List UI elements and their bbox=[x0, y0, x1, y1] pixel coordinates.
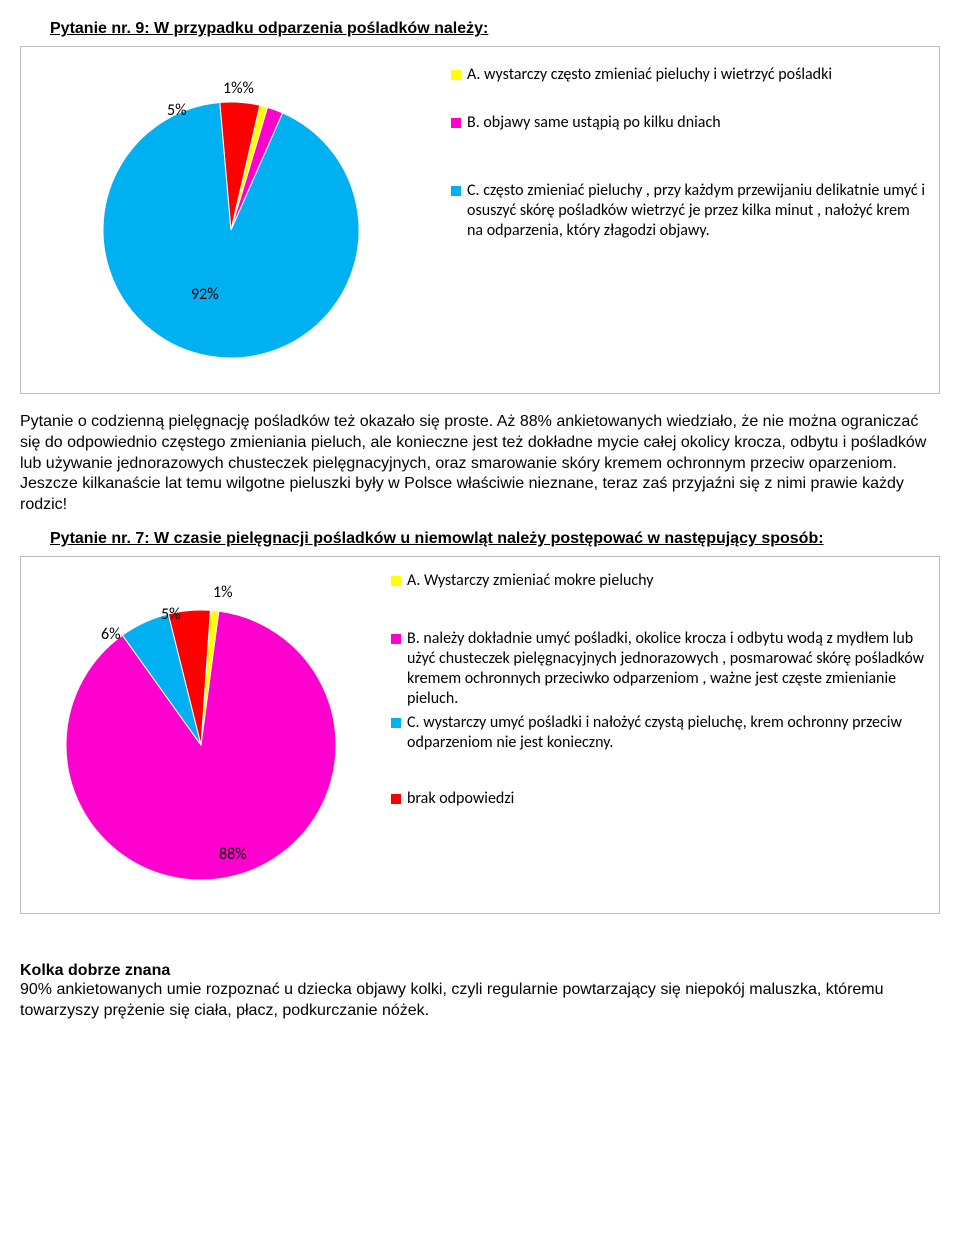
legend-swatch bbox=[391, 634, 401, 644]
pie-label: 88% bbox=[219, 845, 247, 864]
q9-chart-area: 1%% 5% 92% bbox=[31, 55, 431, 385]
q7-chart-box: 1% 5% 6% 88% A. Wystarczy zmieniać mokre pi… bbox=[20, 556, 940, 914]
legend-swatch bbox=[391, 794, 401, 804]
legend-item: C. wystarczy umyć pośladki i nałożyć czy… bbox=[391, 713, 929, 753]
kolka-text: 90% ankietowanych umie rozpoznać u dziec… bbox=[20, 981, 884, 1019]
paragraph-1: Pytanie o codzienną pielęgnację pośladkó… bbox=[20, 412, 940, 516]
pie-label: 1% bbox=[213, 583, 233, 602]
legend-item: B. objawy same ustąpią po kilku dniach bbox=[451, 113, 929, 133]
legend-swatch bbox=[451, 70, 461, 80]
legend-text: A. wystarczy często zmieniać pieluchy i … bbox=[467, 65, 929, 85]
q7-legend: A. Wystarczy zmieniać mokre pieluchy B. … bbox=[371, 565, 929, 809]
legend-text: B. należy dokładnie umyć pośladki, okoli… bbox=[407, 629, 929, 709]
legend-item: A. Wystarczy zmieniać mokre pieluchy bbox=[391, 571, 929, 591]
legend-item: C. często zmieniać pieluchy , przy każdy… bbox=[451, 181, 929, 241]
legend-item: B. należy dokładnie umyć pośladki, okoli… bbox=[391, 629, 929, 709]
legend-item: A. wystarczy często zmieniać pieluchy i … bbox=[451, 65, 929, 85]
q9-title: Pytanie nr. 9: W przypadku odparzenia po… bbox=[50, 20, 940, 38]
legend-swatch bbox=[451, 186, 461, 196]
pie-label: 6% bbox=[101, 625, 121, 644]
pie-label: 5% bbox=[167, 101, 187, 120]
q9-chart-box: 1%% 5% 92% A. wystarczy często zmieniać pi… bbox=[20, 46, 940, 394]
legend-swatch bbox=[391, 576, 401, 586]
legend-text: B. objawy same ustąpią po kilku dniach bbox=[467, 113, 929, 133]
legend-item: brak odpowiedzi bbox=[391, 789, 929, 809]
legend-text: C. wystarczy umyć pośladki i nałożyć czy… bbox=[407, 713, 929, 753]
pie-label: 1%% bbox=[223, 79, 254, 98]
q7-title: Pytanie nr. 7: W czasie pielęgnacji pośl… bbox=[50, 530, 940, 548]
kolka-section: Kolka dobrze znana 90% ankietowanych umi… bbox=[20, 962, 940, 1022]
kolka-heading: Kolka dobrze znana bbox=[20, 962, 170, 979]
q7-chart-area: 1% 5% 6% 88% bbox=[31, 565, 371, 905]
legend-text: A. Wystarczy zmieniać mokre pieluchy bbox=[407, 571, 929, 591]
pie-label: 5% bbox=[161, 605, 181, 624]
pie-label: 92% bbox=[191, 285, 219, 304]
legend-swatch bbox=[391, 718, 401, 728]
legend-text: brak odpowiedzi bbox=[407, 789, 929, 809]
q9-legend: A. wystarczy często zmieniać pieluchy i … bbox=[431, 55, 929, 241]
legend-swatch bbox=[451, 118, 461, 128]
legend-text: C. często zmieniać pieluchy , przy każdy… bbox=[467, 181, 929, 241]
